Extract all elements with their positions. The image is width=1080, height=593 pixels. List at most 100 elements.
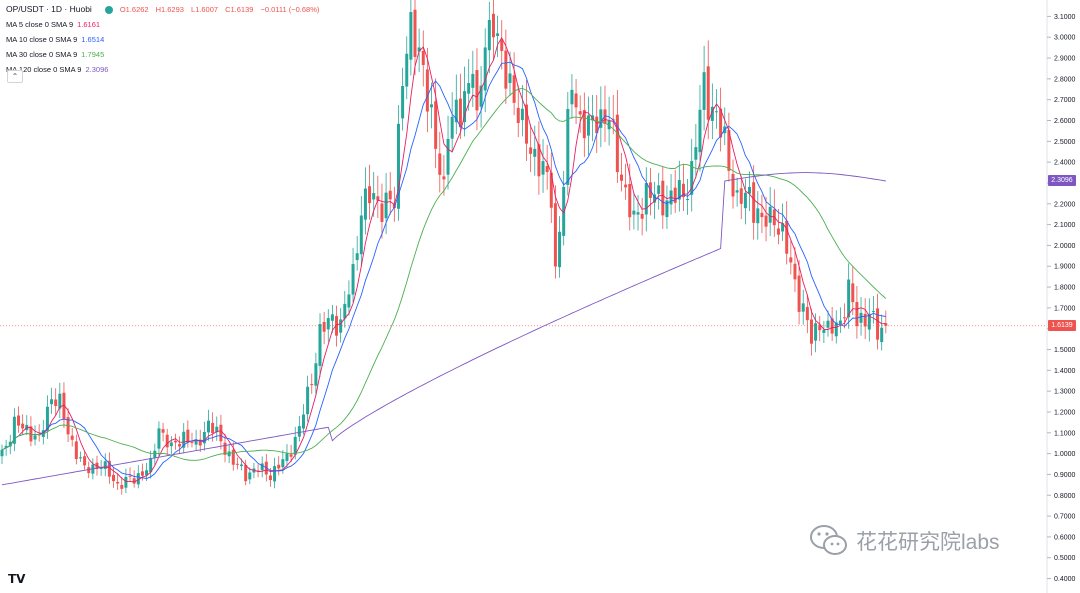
candle-body bbox=[805, 306, 809, 321]
candle-body bbox=[781, 223, 785, 232]
candle-body bbox=[529, 147, 533, 154]
candle-body bbox=[227, 451, 231, 457]
candle-body bbox=[314, 363, 318, 386]
candle-body bbox=[4, 445, 8, 448]
candle-body bbox=[219, 424, 223, 442]
candle-body bbox=[586, 115, 590, 136]
candle-body bbox=[339, 319, 343, 333]
candle-body bbox=[739, 188, 743, 204]
candle-body bbox=[814, 323, 818, 341]
candle-body bbox=[851, 283, 855, 303]
candle-body bbox=[843, 317, 847, 319]
indicator-value: 1.7945 bbox=[81, 50, 105, 59]
candle-body bbox=[70, 435, 74, 440]
candle-body bbox=[760, 212, 764, 218]
candle-body bbox=[789, 257, 793, 263]
candle-body bbox=[173, 440, 177, 443]
y-tick-label: 0.5000 bbox=[1054, 555, 1076, 562]
candle-body bbox=[401, 85, 405, 119]
watermark-text: 花花研究院labs bbox=[856, 531, 1000, 554]
collapse-legend-button[interactable]: ⌃ bbox=[7, 70, 23, 83]
y-tick-label: 2.1000 bbox=[1054, 222, 1076, 229]
candle-body bbox=[215, 426, 219, 433]
candle-body bbox=[384, 192, 388, 219]
candle-body bbox=[182, 431, 186, 448]
candle-body bbox=[880, 327, 884, 343]
candle-body bbox=[116, 481, 120, 484]
tradingview-logo-icon[interactable]: 𝗧𝗩 bbox=[8, 572, 26, 586]
candle-body bbox=[136, 473, 140, 485]
candle-body bbox=[128, 475, 132, 477]
candle-body bbox=[731, 173, 735, 197]
candle-body bbox=[58, 393, 62, 409]
candle-body bbox=[636, 212, 640, 215]
candle-body bbox=[140, 471, 144, 476]
low-value: L1.6007 bbox=[190, 5, 219, 14]
candle-body bbox=[235, 463, 239, 465]
candle-body bbox=[372, 193, 376, 200]
candle-body bbox=[132, 478, 136, 484]
candle-body bbox=[343, 303, 347, 319]
candle-body bbox=[553, 203, 557, 267]
candle-body bbox=[231, 449, 235, 465]
candle-body bbox=[355, 253, 359, 261]
indicator-label: MA 5 close 0 SMA 9 bbox=[6, 20, 74, 29]
y-tick-label: 0.7000 bbox=[1054, 514, 1076, 521]
candle-body bbox=[838, 320, 842, 325]
candle-body bbox=[487, 19, 491, 51]
candle-body bbox=[293, 436, 297, 455]
candle-body bbox=[549, 172, 553, 208]
candle-body bbox=[702, 72, 706, 110]
candle-body bbox=[657, 185, 661, 194]
candle-body bbox=[574, 93, 578, 108]
candle-body bbox=[442, 176, 446, 180]
candle-body bbox=[120, 484, 124, 489]
candle-body bbox=[268, 475, 272, 481]
candle-body bbox=[153, 450, 157, 458]
market-status-dot-icon bbox=[104, 5, 113, 14]
candle-body bbox=[508, 73, 512, 84]
candle-body bbox=[595, 116, 599, 134]
y-tick-label: 3.0000 bbox=[1054, 35, 1076, 42]
indicator-ma5[interactable]: MA 5 close 0 SMA 9 1.6161 bbox=[6, 17, 322, 32]
candle-body bbox=[392, 203, 396, 209]
candle-body bbox=[161, 429, 165, 433]
candle-body bbox=[260, 463, 264, 471]
open-value: O1.6262 bbox=[119, 5, 149, 14]
indicator-ma10[interactable]: MA 10 close 0 SMA 9 1.6514 bbox=[6, 32, 322, 47]
candle-body bbox=[194, 439, 198, 445]
candle-body bbox=[686, 199, 690, 201]
ma-line bbox=[1, 87, 887, 461]
candle-body bbox=[504, 50, 508, 89]
candle-body bbox=[764, 215, 768, 227]
candle-body bbox=[545, 166, 549, 173]
candle-body bbox=[562, 186, 566, 236]
candle-body bbox=[822, 329, 826, 333]
candle-body bbox=[458, 98, 462, 128]
candle-body bbox=[380, 203, 384, 222]
candle-body bbox=[756, 208, 760, 224]
candle-body bbox=[198, 439, 202, 446]
candle-body bbox=[884, 323, 888, 326]
candle-body bbox=[190, 441, 194, 443]
candle-body bbox=[17, 415, 21, 426]
candle-body bbox=[0, 449, 4, 457]
candle-body bbox=[273, 466, 277, 482]
candle-body bbox=[306, 386, 310, 415]
indicator-ma30[interactable]: MA 30 close 0 SMA 9 1.7945 bbox=[6, 47, 322, 62]
candle-body bbox=[818, 324, 822, 331]
chart-legend: OP/USDT · 1D · Huobi O1.6262 H1.6293 L1.… bbox=[6, 2, 322, 77]
symbol-label[interactable]: OP/USDT · 1D · Huobi bbox=[6, 4, 92, 14]
y-tick-label: 2.2000 bbox=[1054, 201, 1076, 208]
candle-body bbox=[145, 470, 149, 476]
indicator-ma120[interactable]: MA 120 close 0 SMA 9 2.3096 bbox=[6, 62, 322, 77]
candle-body bbox=[149, 458, 153, 473]
y-tick-label: 2.9000 bbox=[1054, 56, 1076, 63]
candle-body bbox=[867, 313, 871, 330]
candle-body bbox=[169, 442, 173, 447]
y-tick-label: 1.3000 bbox=[1054, 389, 1076, 396]
candle-body bbox=[351, 264, 355, 295]
y-tick-label: 2.7000 bbox=[1054, 97, 1076, 104]
indicator-label: MA 120 close 0 SMA 9 bbox=[6, 65, 82, 74]
